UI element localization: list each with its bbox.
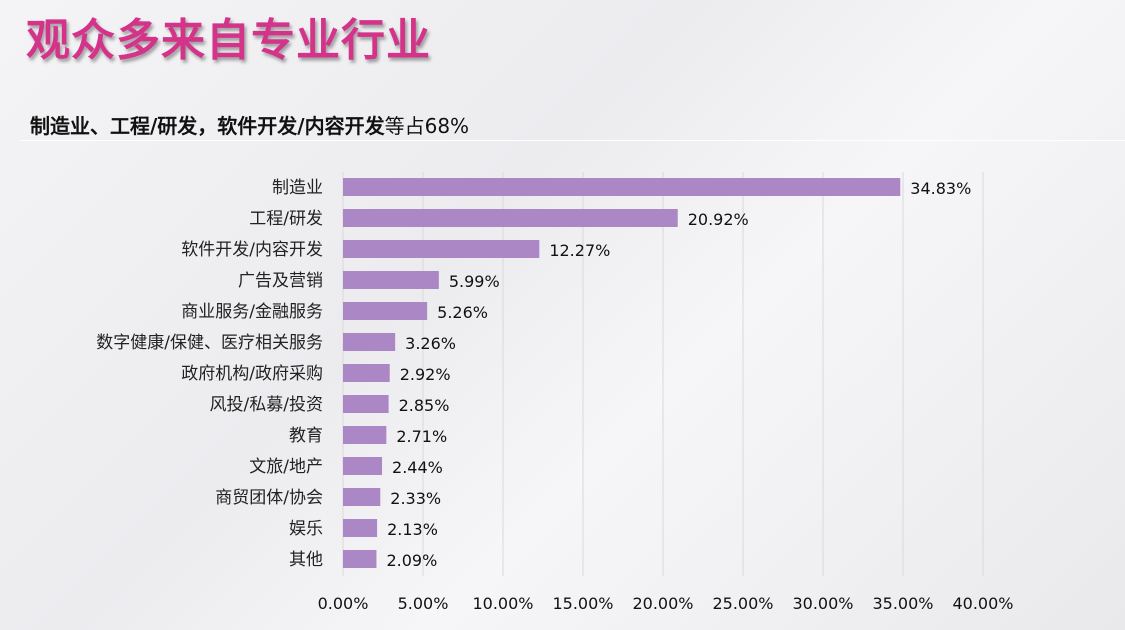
data-label: 5.26% [437,303,488,322]
bar [343,519,378,537]
category-label: 其他 [289,550,323,570]
data-label: 34.83% [910,179,971,198]
x-tick-label: 25.00% [712,594,773,613]
bar [343,240,540,258]
divider [20,140,1125,141]
x-tick-label: 35.00% [872,594,933,613]
x-tick-label: 10.00% [472,594,533,613]
category-label: 政府机构/政府采购 [181,364,323,384]
bar [343,550,377,568]
subtitle: 制造业、工程/研发，软件开发/内容开发等占68% [30,110,469,139]
category-label: 制造业 [272,178,323,198]
category-label: 商业服务/金融服务 [181,302,323,322]
category-label: 数字健康/保健、医疗相关服务 [96,333,323,353]
bar [343,178,901,196]
data-label: 2.71% [396,427,447,446]
x-tick-label: 15.00% [552,594,613,613]
category-label: 娱乐 [289,519,323,539]
data-label: 3.26% [405,334,456,353]
data-label: 20.92% [688,210,749,229]
bar [343,426,387,444]
page-title: 观众多来自专业行业 [26,15,431,66]
category-label: 教育 [289,426,323,446]
x-tick-label: 30.00% [792,594,853,613]
bar [343,395,389,413]
subtitle-normal: 等占68% [384,114,470,138]
bar [343,271,439,289]
x-tick-label: 0.00% [318,594,369,613]
data-label: 2.33% [390,489,441,508]
data-label: 2.44% [392,458,443,477]
x-tick-label: 20.00% [632,594,693,613]
x-tick-label: 5.00% [398,594,449,613]
data-label: 2.09% [386,551,437,570]
bar [343,488,381,506]
category-label: 广告及营销 [238,271,323,291]
category-label: 风投/私募/投资 [210,395,323,415]
data-label: 2.13% [387,520,438,539]
data-label: 2.92% [400,365,451,384]
category-label: 工程/研发 [249,209,323,229]
bar [343,364,390,382]
data-label: 12.27% [549,241,610,260]
data-label: 5.99% [449,272,500,291]
bar [343,457,383,475]
data-label: 2.85% [399,396,450,415]
category-label: 软件开发/内容开发 [181,240,323,260]
bar [343,302,428,320]
category-label: 商贸团体/协会 [215,488,323,508]
subtitle-bold: 制造业、工程/研发，软件开发/内容开发 [30,114,385,138]
x-tick-label: 40.00% [952,594,1013,613]
bar [343,333,396,351]
bar [343,209,678,227]
category-label: 文旅/地产 [249,457,323,477]
